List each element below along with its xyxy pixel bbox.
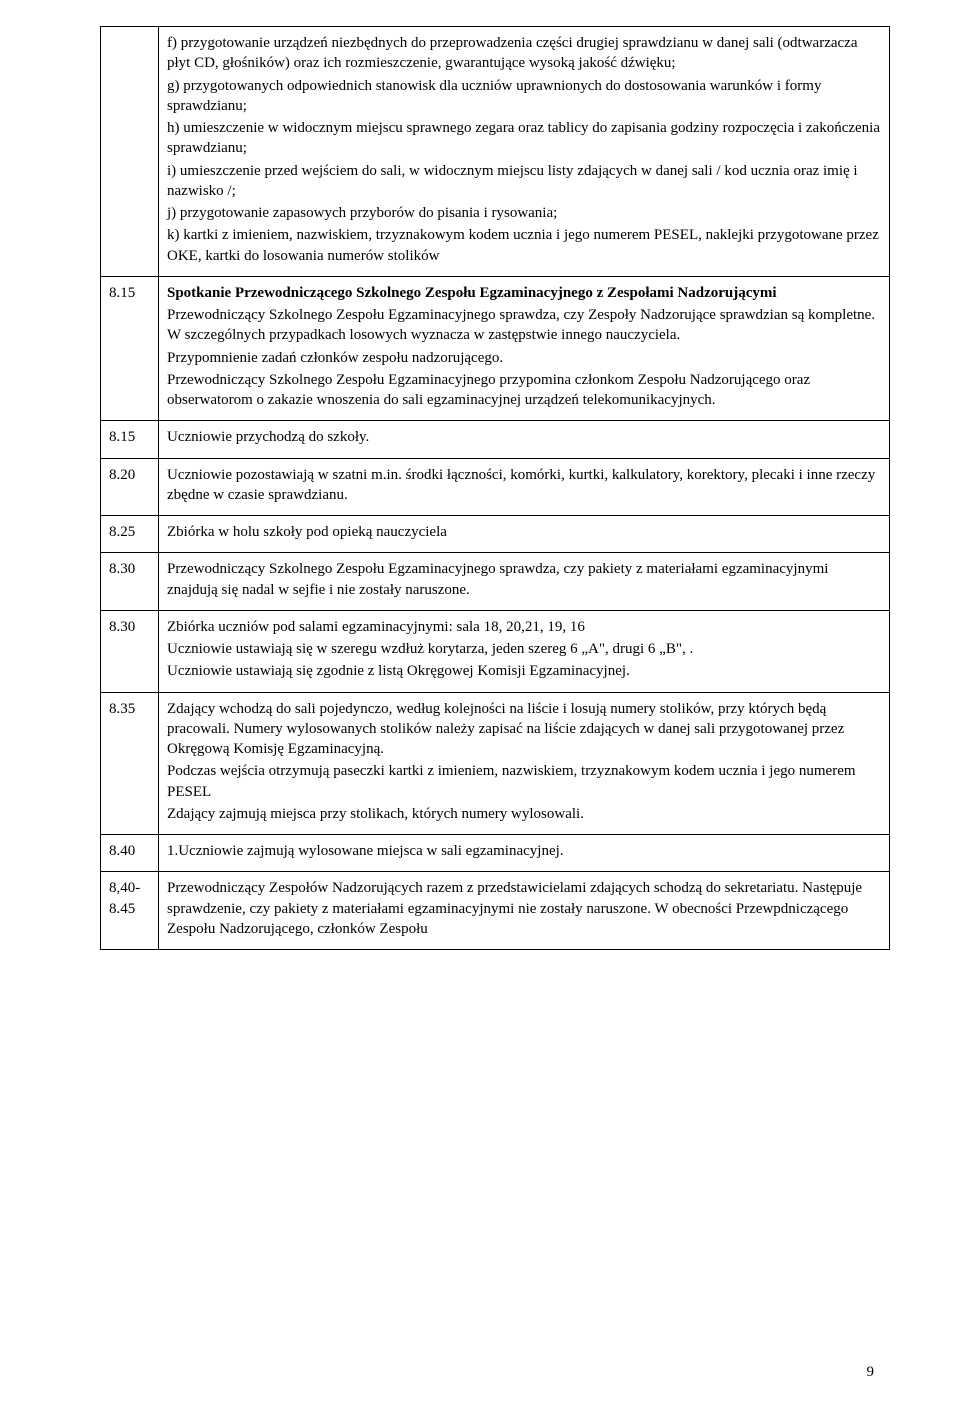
content-paragraph: Uczniowie ustawiają się w szeregu wzdłuż…	[167, 639, 881, 659]
content-paragraph: Uczniowie przychodzą do szkoły.	[167, 427, 881, 447]
content-cell: f) przygotowanie urządzeń niezbędnych do…	[159, 27, 890, 277]
table-row: 8.30 Zbiórka uczniów pod salami egzaminac…	[101, 610, 890, 692]
time-cell: 8.25	[101, 516, 159, 553]
content-paragraph: Zbiórka w holu szkoły pod opieką nauczyc…	[167, 522, 881, 542]
content-heading: Spotkanie Przewodniczącego Szkolnego Zes…	[167, 283, 881, 303]
page: f) przygotowanie urządzeń niezbędnych do…	[0, 0, 960, 1414]
content-paragraph: k) kartki z imieniem, nazwiskiem, trzyzn…	[167, 225, 881, 266]
time-cell: 8.40	[101, 835, 159, 872]
schedule-table: f) przygotowanie urządzeń niezbędnych do…	[100, 26, 890, 950]
time-cell: 8.15	[101, 276, 159, 421]
time-cell: 8,40-8.45	[101, 872, 159, 950]
content-paragraph: Przewodniczący Zespołów Nadzorujących ra…	[167, 878, 881, 939]
content-paragraph: g) przygotowanych odpowiednich stanowisk…	[167, 76, 881, 117]
content-paragraph: Przewodniczący Szkolnego Zespołu Egzamin…	[167, 305, 881, 346]
table-row: 8.15 Uczniowie przychodzą do szkoły.	[101, 421, 890, 458]
time-cell	[101, 27, 159, 277]
content-cell: 1.Uczniowie zajmują wylosowane miejsca w…	[159, 835, 890, 872]
table-row: 8.15 Spotkanie Przewodniczącego Szkolnego…	[101, 276, 890, 421]
time-cell: 8.30	[101, 610, 159, 692]
content-cell: Zbiórka w holu szkoły pod opieką nauczyc…	[159, 516, 890, 553]
content-cell: Uczniowie pozostawiają w szatni m.in. śr…	[159, 458, 890, 516]
table-row: 8.35Zdający wchodzą do sali pojedynczo, …	[101, 692, 890, 835]
table-row: 8.25 Zbiórka w holu szkoły pod opieką nau…	[101, 516, 890, 553]
content-paragraph: 1.Uczniowie zajmują wylosowane miejsca w…	[167, 841, 881, 861]
content-cell: Zdający wchodzą do sali pojedynczo, wedł…	[159, 692, 890, 835]
content-cell: Przewodniczący Szkolnego Zespołu Egzamin…	[159, 553, 890, 611]
time-cell: 8.15	[101, 421, 159, 458]
page-number: 9	[867, 1362, 875, 1382]
table-row: 8.30Przewodniczący Szkolnego Zespołu Egz…	[101, 553, 890, 611]
table-row: 8,40-8.45Przewodniczący Zespołów Nadzoru…	[101, 872, 890, 950]
content-cell: Przewodniczący Zespołów Nadzorujących ra…	[159, 872, 890, 950]
content-cell: Spotkanie Przewodniczącego Szkolnego Zes…	[159, 276, 890, 421]
content-paragraph: Przewodniczący Szkolnego Zespołu Egzamin…	[167, 370, 881, 411]
content-paragraph: Zdający zajmują miejsca przy stolikach, …	[167, 804, 881, 824]
content-paragraph: j) przygotowanie zapasowych przyborów do…	[167, 203, 881, 223]
content-paragraph: Przewodniczący Szkolnego Zespołu Egzamin…	[167, 559, 881, 600]
content-cell: Zbiórka uczniów pod salami egzaminacyjny…	[159, 610, 890, 692]
content-paragraph: Przypomnienie zadań członków zespołu nad…	[167, 348, 881, 368]
content-paragraph: Uczniowie ustawiają się zgodnie z listą …	[167, 661, 881, 681]
content-paragraph: f) przygotowanie urządzeń niezbędnych do…	[167, 33, 881, 74]
content-paragraph: i) umieszczenie przed wejściem do sali, …	[167, 161, 881, 202]
content-paragraph: Podczas wejścia otrzymują paseczki kartk…	[167, 761, 881, 802]
table-row: f) przygotowanie urządzeń niezbędnych do…	[101, 27, 890, 277]
time-cell: 8.20	[101, 458, 159, 516]
time-cell: 8.35	[101, 692, 159, 835]
table-row: 8.40 1.Uczniowie zajmują wylosowane miejs…	[101, 835, 890, 872]
content-cell: Uczniowie przychodzą do szkoły.	[159, 421, 890, 458]
content-paragraph: Zbiórka uczniów pod salami egzaminacyjny…	[167, 617, 881, 637]
content-paragraph: Zdający wchodzą do sali pojedynczo, wedł…	[167, 699, 881, 760]
time-cell: 8.30	[101, 553, 159, 611]
content-paragraph: h) umieszczenie w widocznym miejscu spra…	[167, 118, 881, 159]
content-paragraph: Uczniowie pozostawiają w szatni m.in. śr…	[167, 465, 881, 506]
table-row: 8.20Uczniowie pozostawiają w szatni m.in…	[101, 458, 890, 516]
